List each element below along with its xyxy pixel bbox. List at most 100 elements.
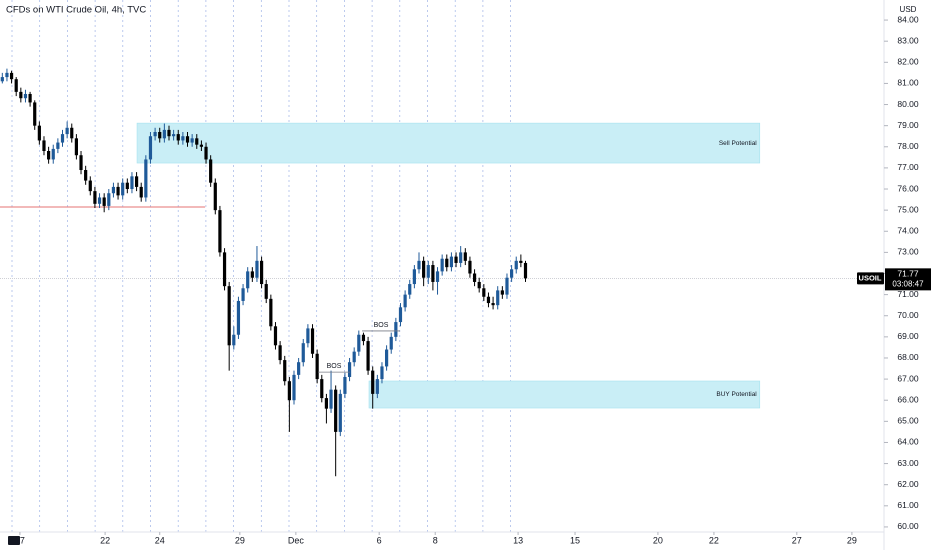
candle-body: [435, 271, 440, 282]
candle-body: [297, 362, 301, 375]
chart-title: CFDs on WTI Crude Oil, 4h, TVC: [6, 5, 146, 16]
candle-body: [491, 303, 495, 306]
candle-body: [366, 341, 370, 371]
y-tick-label: 83.00: [897, 35, 919, 45]
candle-body: [246, 271, 250, 289]
candle-body: [329, 389, 333, 409]
candle-body: [389, 336, 393, 350]
x-tick-label: 20: [653, 535, 663, 545]
candle-body: [107, 193, 111, 206]
candle-body: [482, 288, 486, 297]
candle-body: [357, 334, 361, 352]
y-tick-label: 60.00: [897, 521, 919, 531]
candle-body: [496, 290, 500, 306]
candle-body: [51, 148, 55, 160]
candle-body: [116, 186, 120, 196]
candle-body: [79, 155, 83, 171]
candle-body: [292, 374, 296, 401]
x-tick-label: 22: [709, 535, 719, 545]
candle-body: [37, 125, 41, 141]
candle-body: [320, 379, 324, 399]
candle-body: [514, 260, 518, 270]
candle-body: [310, 328, 315, 354]
candle-body: [144, 159, 148, 198]
y-tick-label: 70.00: [897, 310, 919, 320]
candle-body: [23, 93, 28, 99]
candle-body: [510, 269, 514, 278]
candle-body: [185, 136, 190, 143]
candle-body: [241, 288, 245, 301]
candle-body: [440, 258, 444, 272]
candle-body: [486, 296, 491, 304]
candle-body: [19, 91, 23, 99]
candle-body: [5, 72, 9, 78]
y-tick-label: 78.00: [897, 141, 919, 151]
candle-body: [130, 176, 134, 190]
candle-body: [60, 134, 65, 143]
candle-body: [445, 258, 449, 268]
candle-body: [394, 322, 398, 337]
candle-body: [70, 127, 74, 139]
candle-body: [14, 79, 18, 92]
price-tag-value: 71.77: [897, 269, 919, 279]
y-tick-label: 77.00: [897, 162, 919, 172]
candle-body: [519, 260, 523, 263]
candle-body: [403, 294, 407, 308]
candle-body: [273, 326, 278, 346]
candle-body: [93, 191, 97, 204]
y-tick-label: 74.00: [897, 226, 919, 236]
candle-body: [121, 182, 125, 196]
candle-body: [384, 349, 389, 367]
candle-body: [426, 265, 430, 278]
candle-body: [398, 307, 403, 323]
candle-body: [505, 277, 509, 295]
zone-label: Sell Potential: [719, 140, 757, 147]
candle-body: [102, 197, 106, 206]
bos-label: BOS: [374, 322, 389, 329]
x-tick-label: 17: [15, 535, 25, 545]
candle-body: [338, 393, 342, 432]
candle-body: [371, 370, 375, 394]
candle-body: [264, 284, 268, 299]
candle-body: [431, 265, 435, 282]
candle-body: [209, 159, 213, 183]
candle-body: [88, 180, 92, 192]
candle-body: [47, 151, 51, 160]
candle-body: [283, 360, 287, 382]
y-tick-label: 64.00: [897, 437, 919, 447]
y-tick-label: 63.00: [897, 458, 919, 468]
candle-body: [380, 366, 384, 380]
candle-body: [74, 138, 78, 156]
candle-body: [125, 182, 129, 190]
symbol-tag: [857, 272, 884, 285]
price-tag: [885, 268, 931, 291]
y-tick-label: 62.00: [897, 479, 919, 489]
candle-body: [477, 281, 481, 289]
x-tick-label: 13: [513, 535, 523, 545]
candle-body: [227, 286, 231, 346]
candle-body: [167, 129, 171, 137]
candle-body: [190, 138, 194, 143]
candle-body: [255, 260, 259, 278]
candle-body: [28, 93, 32, 103]
y-tick-label: 61.00: [897, 500, 919, 510]
candle-body: [222, 252, 227, 287]
candle-body: [232, 334, 236, 346]
candle-body: [65, 127, 69, 135]
candle-body: [111, 186, 116, 194]
y-tick-label: 84.00: [897, 14, 919, 24]
zone-label: BUY Potential: [716, 391, 757, 398]
candle-body: [454, 256, 458, 263]
plot-area: [0, 0, 882, 532]
candle-body: [33, 102, 37, 126]
y-tick-label: 75.00: [897, 204, 919, 214]
candle-body: [500, 290, 504, 295]
candle-body: [213, 182, 217, 211]
candle-body: [375, 379, 379, 394]
x-tick-label: 29: [847, 535, 857, 545]
y-tick-label: 73.00: [897, 247, 919, 257]
zone: [136, 122, 761, 164]
candle-body: [468, 260, 472, 274]
candle-body: [158, 131, 162, 139]
candle-body: [343, 376, 347, 394]
